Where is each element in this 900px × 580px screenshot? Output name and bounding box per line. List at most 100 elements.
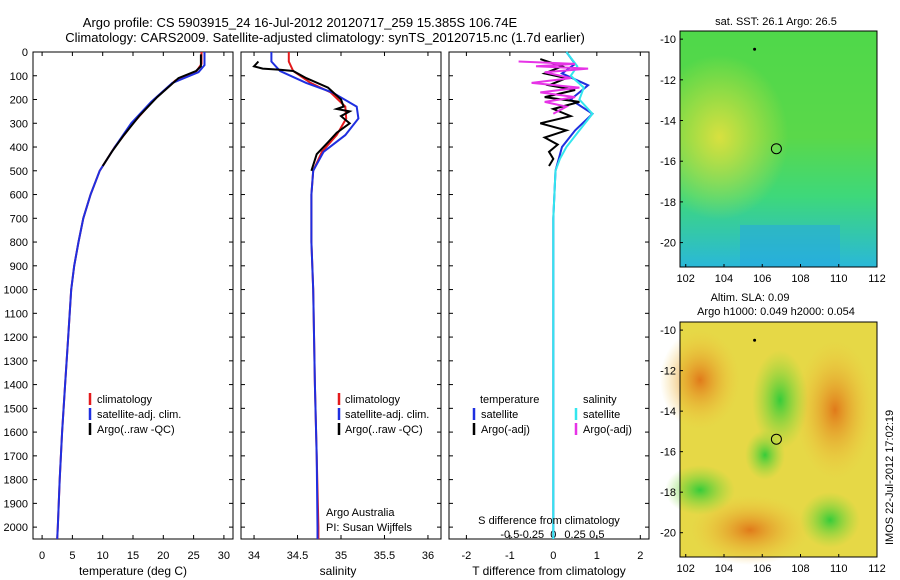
map-x-tick-label: 110 (830, 273, 848, 285)
y-tick-label: 1100 (4, 308, 28, 320)
x-tick-label: 36 (422, 550, 434, 562)
x-tick-label: 0 (550, 550, 556, 562)
x-tick-label: 25 (187, 550, 199, 562)
salinity-plot-frame (240, 51, 442, 540)
map-y-tick-label: -20 (660, 238, 676, 250)
map-x-tick-label: 104 (715, 563, 733, 575)
sla-map-title: Altim. SLA: 0.09 (711, 292, 790, 304)
map-y-tick-label: -18 (660, 487, 676, 499)
temperature-legend: climatology satellite-adj. clim. Argo(..… (88, 393, 181, 436)
x-tick-label: -1 (505, 550, 515, 562)
pi-label: PI: Susan Wijffels (326, 522, 412, 534)
x-tick-label: 30 (218, 550, 230, 562)
map-y-tick-label: -14 (660, 406, 676, 418)
legend-label-satellite: satellite-adj. clim. (97, 409, 181, 421)
y-tick-label: 600 (10, 190, 28, 202)
sla-hot-3 (690, 495, 810, 565)
s-tick-label: -0.5 (500, 529, 519, 541)
sst-frame (679, 30, 878, 268)
difference-legend: temperature satellite Argo(-adj) salinit… (472, 394, 632, 436)
y-tick-label: 300 (10, 118, 28, 130)
s-tick-label: 0.25 (564, 529, 585, 541)
sla-green-3 (800, 492, 860, 548)
x-tick-label: 0 (39, 550, 45, 562)
y-tick-label: 1400 (4, 380, 28, 392)
series-line (539, 58, 580, 167)
map-y-tick-label: -14 (660, 116, 676, 128)
map-y-tick-label: -12 (660, 366, 676, 378)
x-tick-label: 35.5 (374, 550, 395, 562)
map-y-tick-label: -10 (660, 34, 676, 46)
y-tick-label: 900 (10, 261, 28, 273)
map-y-tick-label: -20 (660, 528, 676, 540)
previous-position-marker (753, 47, 757, 51)
x-tick-label: 34.5 (287, 550, 308, 562)
map-x-tick-label: 102 (677, 273, 695, 285)
map-x-tick-label: 106 (753, 273, 771, 285)
y-tick-label: 400 (10, 142, 28, 154)
map-x-tick-label: 108 (791, 563, 809, 575)
sla-green-4 (745, 430, 785, 480)
y-tick-label: 1300 (4, 356, 28, 368)
salinity-axis-label: salinity (320, 564, 357, 578)
map-y-tick-label: -16 (660, 156, 676, 168)
x-tick-label: 2 (637, 550, 643, 562)
sla-map-axes: 102 104 106 108 110 112 -10 -12 -14 -16 -18 -20 (660, 325, 886, 575)
y-tick-label: 500 (10, 166, 28, 178)
map-y-tick-label: -18 (660, 197, 676, 209)
series-line (518, 60, 589, 115)
legend-label-satellite: satellite-adj. clim. (345, 409, 429, 421)
sla-map (660, 321, 878, 565)
map-y-tick-label: -12 (660, 75, 676, 87)
y-tick-label: 1700 (4, 451, 28, 463)
legend-label-climatology: climatology (97, 394, 153, 406)
legend-label-argo: Argo(..raw -QC) (345, 424, 423, 436)
series-line (252, 60, 353, 172)
legend-label-s-argo: Argo(-adj) (583, 424, 632, 436)
map-x-tick-label: 112 (868, 563, 886, 575)
header-line-1: Argo profile: CS 5903915_24 16-Jul-2012 … (83, 15, 518, 30)
sst-map-axes: 102 104 106 108 110 112 -10 -12 -14 -16 -18 -20 (660, 34, 886, 285)
y-tick-label: 1800 (4, 475, 28, 487)
legend-title-temperature: temperature (480, 394, 539, 406)
x-tick-label: 1 (594, 550, 600, 562)
map-x-tick-label: 106 (753, 563, 771, 575)
temperature-axis-label: temperature (deg C) (79, 564, 187, 578)
sst-map (679, 30, 878, 268)
x-tick-label: 35 (335, 550, 347, 562)
x-tick-label: 5 (69, 550, 75, 562)
map-x-tick-label: 108 (791, 273, 809, 285)
difference-plot-frame (448, 51, 650, 540)
map-x-tick-label: 110 (830, 563, 848, 575)
x-tick-label: 10 (97, 550, 109, 562)
argo-position-marker (770, 433, 782, 445)
series-line (101, 54, 202, 167)
sla-map-subtitle: Argo h1000: 0.049 h2000: 0.054 (697, 306, 855, 318)
sst-map-title: sat. SST: 26.1 Argo: 26.5 (715, 16, 837, 28)
y-tick-label: 1200 (4, 332, 28, 344)
sst-cool-patch (740, 225, 840, 267)
salinity-legend: climatology satellite-adj. clim. Argo(..… (326, 393, 429, 534)
legend-label-argo: Argo(..raw -QC) (97, 424, 175, 436)
y-tick-label: 1600 (4, 427, 28, 439)
map-y-tick-label: -16 (660, 447, 676, 459)
legend-title-salinity: salinity (583, 394, 617, 406)
sla-green-1 (752, 350, 808, 450)
legend-label-s-satellite: satellite (583, 409, 620, 421)
sla-frame (679, 321, 878, 558)
t-difference-axis-label: T difference from climatology (472, 564, 626, 578)
y-tick-label: 800 (10, 237, 28, 249)
map-x-tick-label: 104 (715, 273, 733, 285)
sla-hot-2 (795, 340, 875, 480)
series-line (552, 51, 594, 539)
y-tick-label: 2000 (4, 522, 28, 534)
axes-group: 0100200300400500600700800900100011001200… (4, 47, 649, 562)
x-tick-label: 20 (157, 550, 169, 562)
series-line (552, 51, 595, 539)
y-tick-label: 700 (10, 213, 28, 225)
legend-label-t-argo: Argo(-adj) (481, 424, 530, 436)
map-x-tick-label: 102 (677, 563, 695, 575)
y-tick-label: 1900 (4, 498, 28, 510)
header-line-2: Climatology: CARS2009. Satellite-adjuste… (65, 30, 585, 45)
